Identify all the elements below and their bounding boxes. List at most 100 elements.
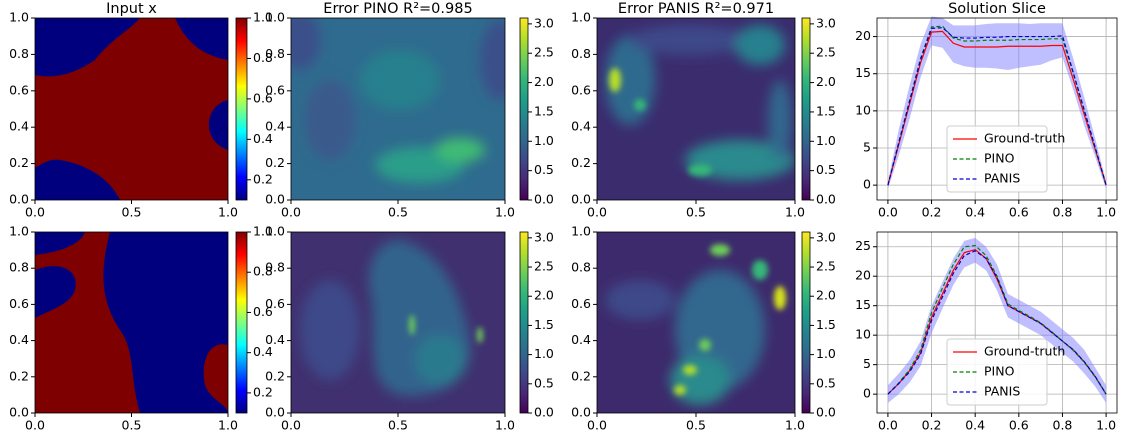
heatmap-image	[291, 232, 505, 413]
chart-title: Error PINO R²=0.985	[323, 1, 472, 17]
x-tick-label: 0.6	[1009, 418, 1029, 433]
x-tick-label: 0.5	[122, 205, 142, 220]
y-tick-label: 20	[855, 28, 871, 43]
series-line	[887, 25, 1107, 186]
y-tick-label: 0.2	[9, 155, 29, 170]
x-tick-label: 0.6	[1009, 205, 1029, 220]
colorbar-tick-label: 0.8	[253, 50, 273, 65]
legend-label: Ground-truth	[984, 131, 1065, 146]
y-tick-label: 0.2	[571, 368, 591, 383]
y-tick-label: 0.4	[265, 119, 285, 134]
legend-label: PINO	[984, 364, 1015, 379]
x-tick-label: 1.0	[785, 418, 805, 433]
colorbar-tick-label: 3.0	[816, 15, 836, 30]
plot-frame	[34, 231, 229, 414]
colorbar	[801, 17, 811, 201]
plot-frame	[596, 231, 796, 414]
colorbar-tick-label: 2.5	[816, 259, 836, 274]
y-tick-label: 1.0	[571, 10, 591, 25]
x-tick-label: 0.8	[1053, 205, 1073, 220]
y-tick-label: 15	[855, 65, 871, 80]
colorbar-tick-label: 0.4	[253, 344, 273, 359]
y-tick-label: 0.2	[571, 155, 591, 170]
y-tick-label: 10	[855, 327, 871, 342]
colorbar-tick-label: 0.8	[253, 264, 273, 279]
colorbar-tick-label: 0.5	[816, 162, 836, 177]
y-tick-label: 0.6	[265, 82, 285, 97]
y-tick-label: 1.0	[571, 224, 591, 239]
heatmap-image	[597, 18, 795, 200]
colorbar-tick-label: 3.0	[534, 15, 554, 30]
y-tick-label: 0	[863, 386, 871, 401]
colorbar-tick-label: 2.5	[816, 45, 836, 60]
y-tick-label: 5	[863, 140, 871, 155]
colorbar-tick-label: 1.0	[816, 133, 836, 148]
y-tick-label: 0.6	[9, 82, 29, 97]
colorbar-tick-label: 1.0	[253, 224, 273, 239]
y-tick-label: 0.0	[9, 405, 29, 420]
y-tick-label: 0.0	[265, 405, 285, 420]
legend-label: Ground-truth	[984, 344, 1065, 359]
colorbar-tick-label: 0.0	[816, 405, 836, 420]
x-tick-label: 0.5	[686, 205, 706, 220]
legend-label: PANIS	[984, 384, 1020, 399]
x-tick-label: 0.0	[587, 205, 607, 220]
x-tick-label: 0.2	[922, 205, 942, 220]
y-tick-label: 25	[855, 238, 871, 253]
y-tick-label: 0	[863, 177, 871, 192]
y-tick-label: 1.0	[265, 224, 285, 239]
x-tick-label: 0.8	[1053, 418, 1073, 433]
y-tick-label: 0.2	[9, 368, 29, 383]
y-tick-label: 10	[855, 102, 871, 117]
x-tick-label: 0.0	[281, 418, 301, 433]
x-tick-label: 0.5	[388, 205, 408, 220]
y-tick-label: 0.2	[265, 368, 285, 383]
y-tick-label: 0.4	[9, 332, 29, 347]
y-tick-label: 0.8	[571, 46, 591, 61]
colorbar	[235, 17, 248, 201]
y-tick-label: 0.6	[571, 82, 591, 97]
colorbar-tick-label: 0.0	[816, 192, 836, 207]
colorbar-tick-label: 1.0	[534, 133, 554, 148]
plot-frame	[290, 17, 506, 201]
x-tick-label: 1.0	[1096, 205, 1116, 220]
x-tick-label: 1.0	[218, 418, 238, 433]
plot-frame	[596, 17, 796, 201]
y-tick-label: 1.0	[9, 224, 29, 239]
y-tick-label: 0.0	[571, 405, 591, 420]
y-tick-label: 1.0	[265, 10, 285, 25]
colorbar-tick-label: 0.0	[534, 405, 554, 420]
colorbar-tick-label: 1.5	[534, 103, 554, 118]
colorbar-tick-label: 0.2	[253, 171, 273, 186]
colorbar-tick-label: 1.5	[816, 317, 836, 332]
legend: Ground-truth PINO PANIS	[946, 338, 1065, 406]
x-tick-label: 0.4	[965, 418, 985, 433]
colorbar-tick-label: 2.0	[816, 288, 836, 303]
y-tick-label: 0.4	[265, 332, 285, 347]
chart-title: Error PANIS R²=0.971	[618, 1, 774, 17]
x-tick-label: 0.2	[922, 418, 942, 433]
colorbar-tick-label: 2.5	[534, 259, 554, 274]
colorbar-tick-label: 0.0	[534, 192, 554, 207]
colorbar-tick-label: 2.5	[534, 45, 554, 60]
y-tick-label: 0.0	[9, 192, 29, 207]
x-tick-label: 0.0	[25, 205, 45, 220]
colorbar-tick-label: 0.2	[253, 384, 273, 399]
plot-frame	[34, 17, 229, 201]
y-tick-label: 0.6	[265, 296, 285, 311]
colorbar	[801, 231, 811, 414]
y-tick-label: 20	[855, 268, 871, 283]
y-tick-label: 0.6	[571, 296, 591, 311]
legend-label: PINO	[984, 151, 1015, 166]
heatmap-image	[597, 232, 795, 413]
x-tick-label: 0.0	[587, 418, 607, 433]
y-tick-label: 0.4	[571, 332, 591, 347]
x-tick-label: 0.5	[388, 418, 408, 433]
heatmap-image	[291, 18, 505, 200]
x-tick-label: 0.0	[25, 418, 45, 433]
chart-title: Input x	[106, 1, 157, 17]
y-tick-label: 5	[863, 356, 871, 371]
chart-title: Solution Slice	[948, 1, 1046, 17]
